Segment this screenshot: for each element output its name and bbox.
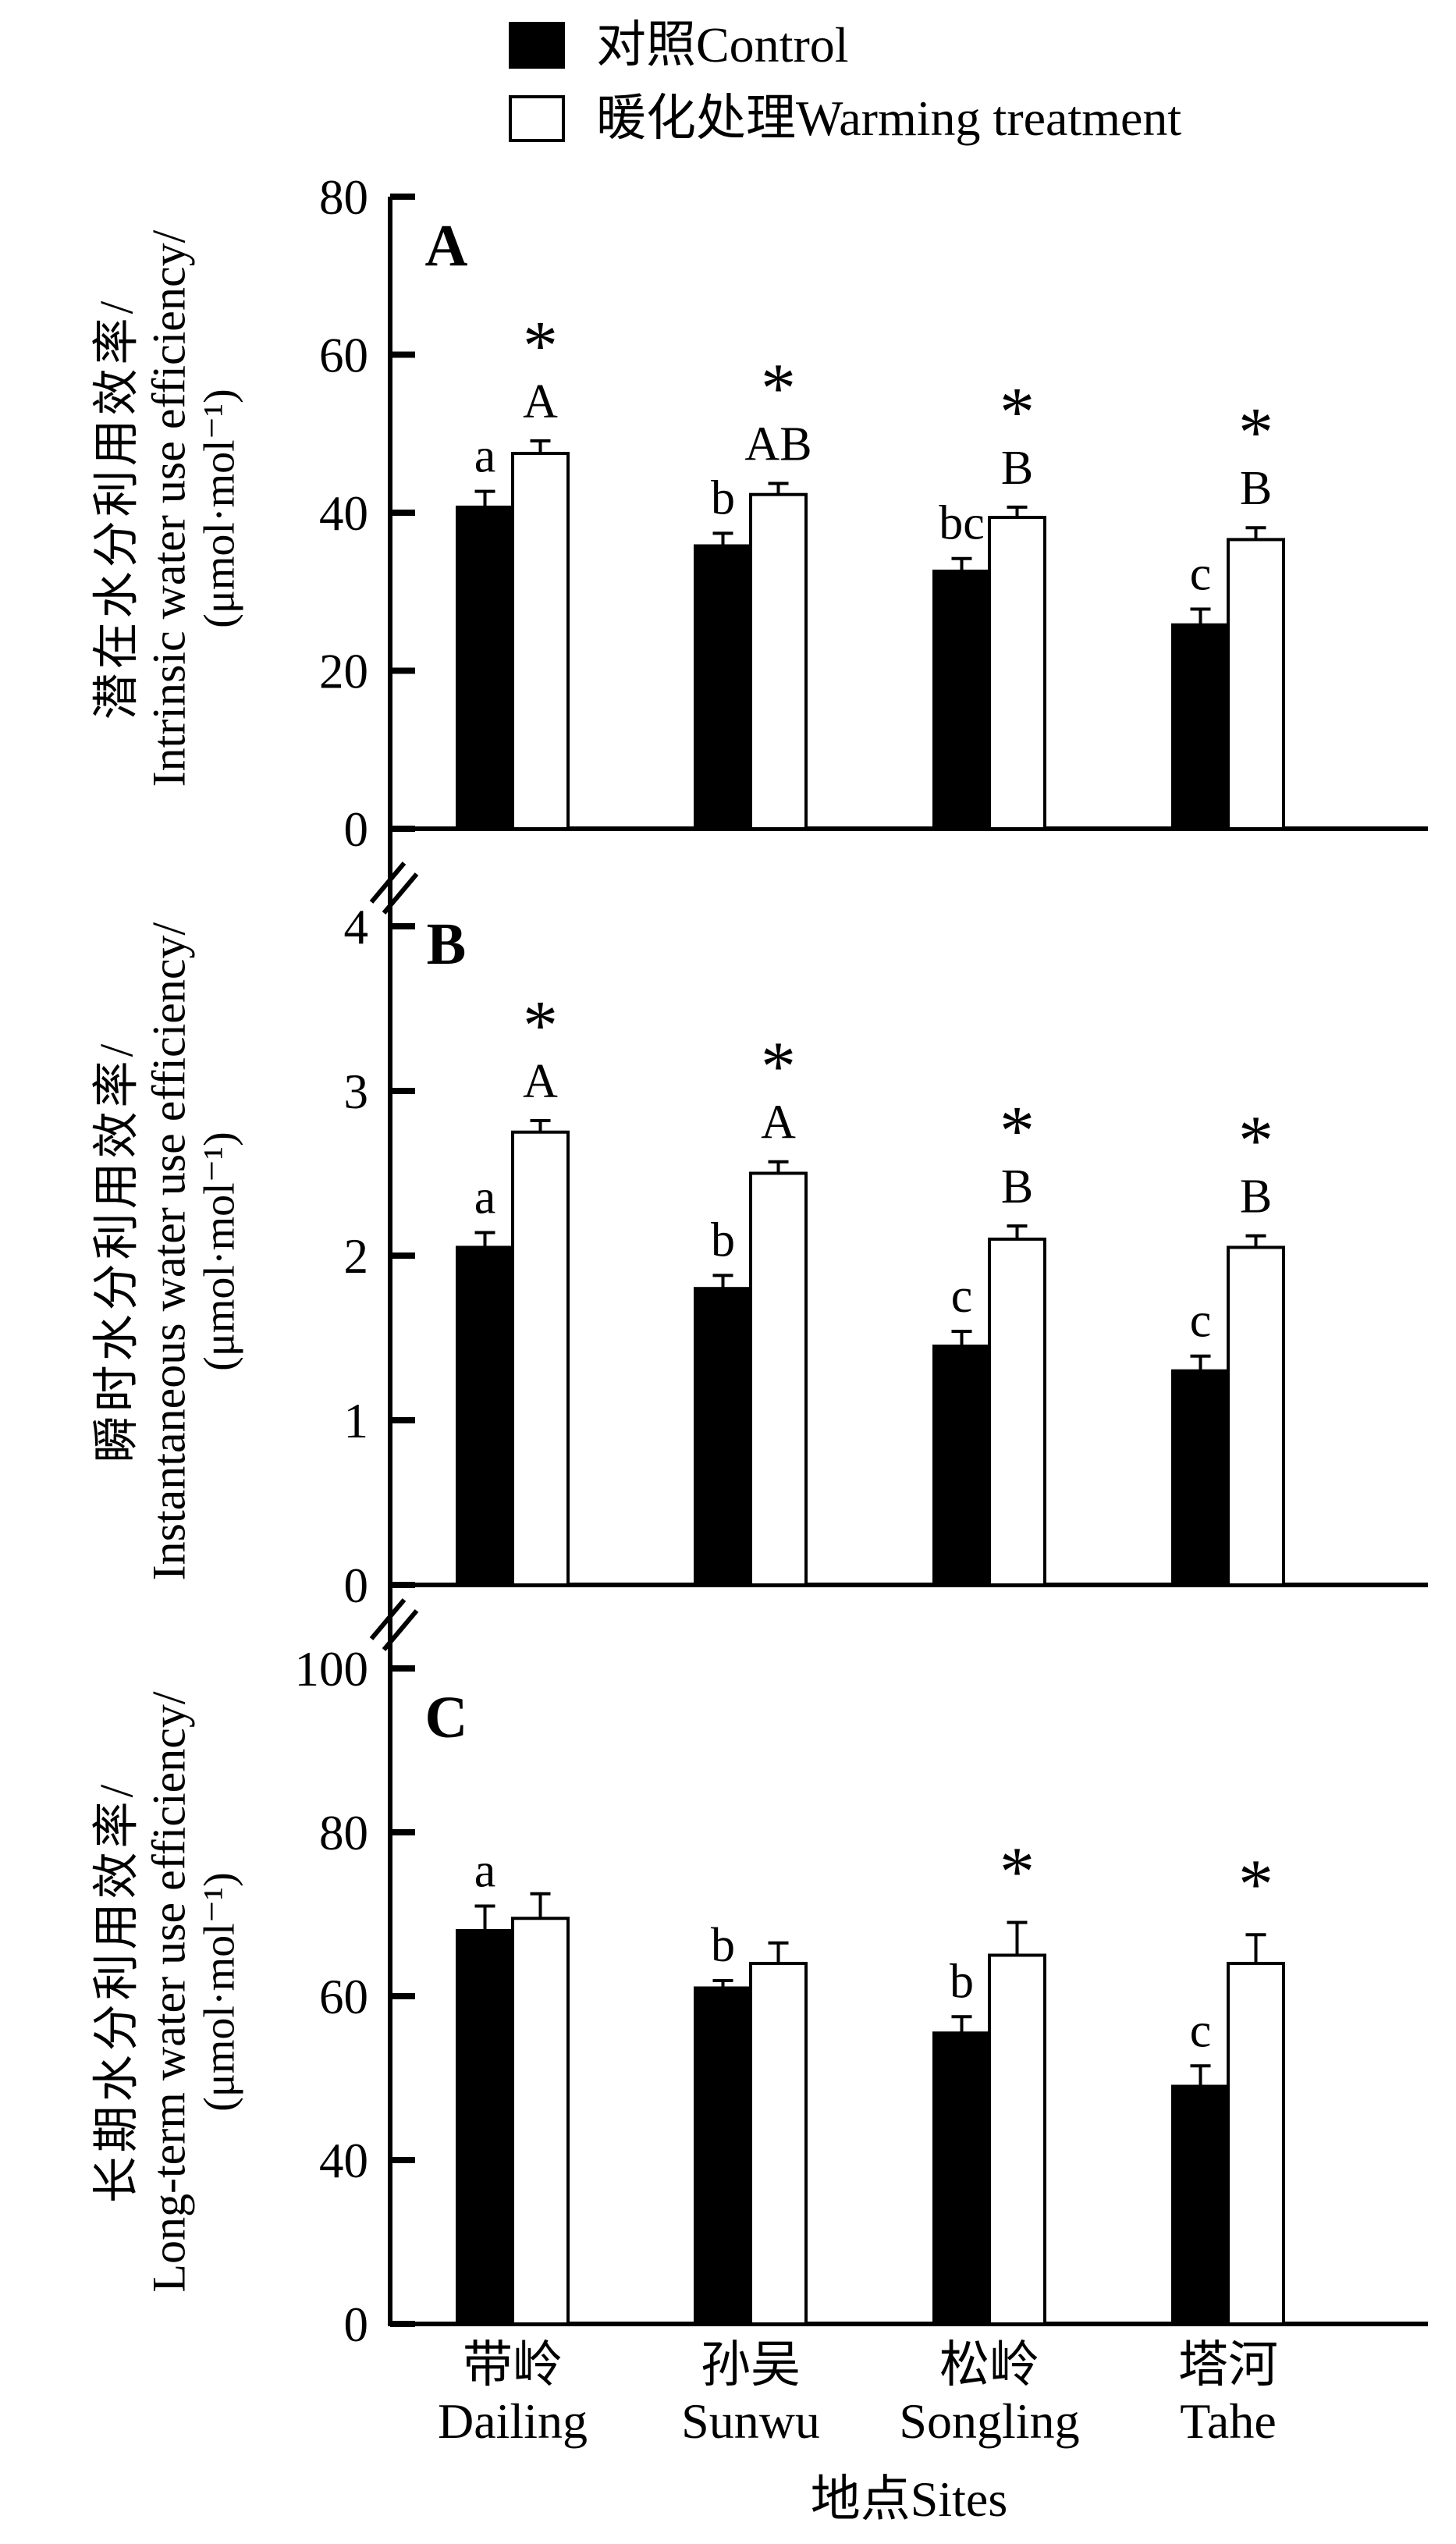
y-tick-label: 40 [319, 2134, 368, 2188]
y-tick-label: 2 [344, 1229, 369, 1284]
bar-control-a-3 [932, 569, 991, 830]
bar-warming-a-3 [988, 516, 1046, 830]
y-tick-label: 40 [319, 486, 368, 541]
panel-label-a: A [425, 213, 468, 279]
significance-letter: b [711, 1213, 735, 1267]
site-label-en-dailing: Dailing [438, 2393, 588, 2449]
site-label-zh-tahe: 塔河 [1178, 2337, 1278, 2393]
y-tick-label: 20 [319, 645, 368, 699]
bar-warming-b-2 [749, 1171, 808, 1586]
bar-control-b-4 [1171, 1369, 1230, 1586]
bar-warming-a-2 [749, 492, 808, 831]
y-tick-label: 100 [295, 1642, 369, 1697]
bar-control-a-2 [694, 544, 752, 831]
significance-asterisk: * [1238, 1846, 1273, 1923]
significance-letter: c [1190, 1295, 1212, 1348]
bar-control-b-1 [456, 1245, 514, 1586]
y-tick-label: 60 [319, 329, 368, 383]
y-tick-label: 80 [319, 170, 368, 225]
significance-letter: a [474, 1845, 496, 1898]
bar-warming-a-4 [1227, 538, 1285, 830]
x-axis-title: 地点Sites [811, 2471, 1007, 2527]
significance-asterisk: * [761, 1029, 796, 1106]
bar-warming-c-4 [1227, 1962, 1285, 2325]
y-tick-label: 0 [344, 2297, 369, 2352]
significance-letter: a [474, 1171, 496, 1224]
bar-control-c-2 [694, 1986, 752, 2325]
legend-item-control: 对照Control [509, 20, 1181, 70]
bar-control-c-3 [932, 2031, 991, 2325]
y-tick-label: 80 [319, 1806, 368, 1860]
bar-control-b-2 [694, 1287, 752, 1586]
significance-letter: b [711, 1919, 735, 1972]
y-tick-label: 0 [344, 802, 369, 857]
bar-warming-c-2 [749, 1962, 808, 2325]
panel-label-c: C [425, 1685, 468, 1750]
site-label-zh-songling: 松岭 [939, 2337, 1039, 2393]
bar-control-a-1 [456, 505, 514, 830]
significance-letter: B [1240, 1171, 1272, 1224]
axis-break-icon [369, 1598, 407, 1640]
site-label-en-songling: Songling [899, 2393, 1079, 2449]
legend-item-warming: 暖化处理Warming treatment [509, 94, 1181, 144]
site-label-zh-sunwu: 孙吴 [701, 2337, 801, 2393]
site-label-en-tahe: Tahe [1180, 2393, 1276, 2449]
bar-warming-b-1 [511, 1130, 570, 1586]
significance-letter: A [523, 375, 558, 428]
bar-control-a-4 [1171, 623, 1230, 831]
axis-break-icon [382, 872, 419, 915]
y-tick-label: 0 [344, 1558, 369, 1613]
significance-letter: c [951, 1270, 973, 1323]
bar-warming-b-4 [1227, 1245, 1285, 1586]
significance-letter: b [711, 471, 735, 524]
significance-asterisk: * [523, 987, 558, 1064]
significance-asterisk: * [1238, 1103, 1273, 1180]
significance-letter: b [950, 1955, 974, 2008]
significance-asterisk: * [1000, 374, 1035, 451]
axis-break-icon [369, 862, 407, 904]
bar-control-c-1 [456, 1929, 514, 2325]
significance-letter: A [523, 1055, 558, 1108]
significance-asterisk: * [1000, 1834, 1035, 1911]
bar-control-c-4 [1171, 2084, 1230, 2325]
bar-warming-a-1 [511, 452, 570, 830]
y-tick-label: 1 [344, 1394, 369, 1448]
significance-asterisk: * [761, 350, 796, 428]
significance-letter: AB [744, 418, 811, 471]
axis-break-icon [382, 1609, 419, 1651]
site-label-zh-dailing: 带岭 [463, 2337, 563, 2393]
y-tick-label: 3 [344, 1064, 369, 1119]
legend-label-control: 对照Control [596, 17, 849, 73]
y-tick-label: 4 [344, 900, 369, 954]
bar-warming-c-1 [511, 1917, 570, 2325]
significance-letter: B [1240, 462, 1272, 515]
significance-asterisk: * [523, 307, 558, 385]
y-tick-label: 60 [319, 1970, 368, 2024]
significance-letter: A [761, 1096, 796, 1149]
significance-letter: B [1001, 1160, 1033, 1213]
significance-letter: c [1190, 2004, 1212, 2057]
significance-letter: c [1190, 548, 1212, 601]
site-label-en-sunwu: Sunwu [681, 2393, 820, 2449]
significance-letter: B [1001, 442, 1033, 495]
significance-asterisk: * [1000, 1093, 1035, 1170]
legend: 对照Control 暖化处理Warming treatment [509, 20, 1181, 144]
panel-label-b: B [427, 911, 467, 977]
warming-swatch-icon [509, 95, 565, 142]
control-swatch-icon [509, 22, 565, 69]
bar-warming-b-3 [988, 1237, 1046, 1587]
significance-asterisk: * [1238, 394, 1273, 471]
significance-letter: a [474, 430, 496, 483]
significance-letter: bc [939, 497, 985, 550]
legend-label-warming: 暖化处理Warming treatment [596, 91, 1182, 146]
bar-warming-c-3 [988, 1953, 1046, 2325]
bar-control-b-3 [932, 1345, 991, 1587]
